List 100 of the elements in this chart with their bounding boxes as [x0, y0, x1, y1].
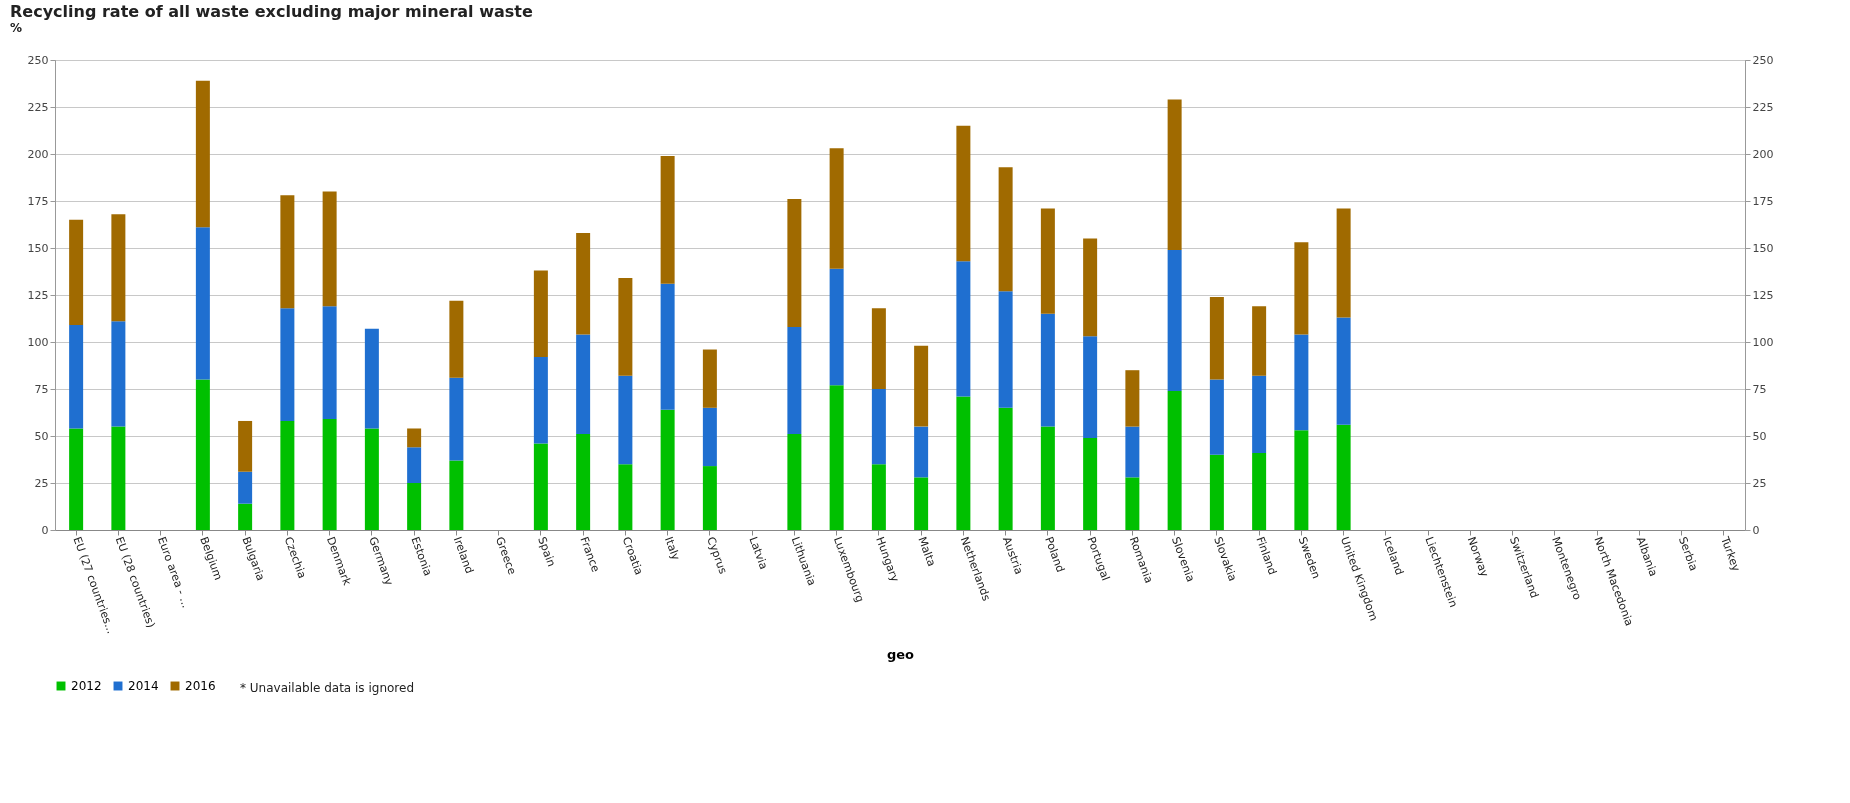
y2-tick-label: 125 — [1752, 288, 1774, 302]
bar — [238, 503, 253, 530]
bar — [238, 420, 253, 472]
bar — [702, 349, 717, 408]
x-tick-label: Austria — [999, 535, 1026, 577]
bar — [1167, 99, 1182, 250]
bar — [1083, 336, 1098, 438]
bar — [407, 428, 422, 448]
y-tick-label: 75 — [34, 382, 49, 396]
y-tick-label: 150 — [27, 241, 49, 255]
y2-tick-label: 175 — [1752, 194, 1774, 208]
bar — [1252, 452, 1267, 530]
bar — [871, 464, 886, 530]
bar — [195, 227, 210, 380]
bar — [1125, 426, 1140, 478]
x-tick-label: Latvia — [746, 535, 771, 572]
bar — [533, 443, 548, 530]
legend-label: 2014 — [128, 679, 159, 693]
bar — [449, 377, 464, 461]
bar — [364, 428, 379, 530]
bar — [998, 167, 1013, 292]
y-tick-label: 0 — [41, 523, 49, 537]
bar — [69, 325, 84, 429]
bar — [111, 214, 126, 322]
bar — [111, 321, 126, 427]
bar — [1083, 437, 1098, 530]
bar — [1209, 379, 1224, 455]
bar — [364, 328, 379, 429]
legend-label: 2012 — [71, 679, 102, 693]
bar — [787, 326, 802, 435]
bar — [956, 261, 971, 397]
bar — [1125, 370, 1140, 427]
bar — [322, 306, 337, 420]
x-tick-label: Croatia — [619, 535, 646, 577]
bar — [280, 420, 295, 530]
y2-tick-label: 250 — [1752, 53, 1774, 67]
y2-tick-label: 200 — [1752, 147, 1774, 161]
bar — [280, 195, 295, 309]
bar — [576, 334, 591, 435]
bar — [702, 466, 717, 530]
bar — [1294, 430, 1309, 530]
bar — [576, 434, 591, 530]
bar — [533, 357, 548, 444]
bar — [407, 483, 422, 530]
y-axis-title: % — [10, 21, 23, 35]
y-tick-label: 200 — [27, 147, 49, 161]
y-tick-label: 50 — [34, 429, 49, 443]
y-tick-label: 250 — [27, 53, 49, 67]
bar — [618, 278, 633, 376]
bar — [998, 407, 1013, 530]
bar — [69, 428, 84, 530]
bar — [449, 460, 464, 530]
y2-tick-label: 25 — [1752, 476, 1767, 490]
bar — [407, 447, 422, 483]
bar — [702, 407, 717, 467]
bar — [1336, 317, 1351, 425]
legend-label: 2016 — [185, 679, 216, 693]
bar — [280, 308, 295, 421]
text: * Unavailable data is ignored — [240, 681, 414, 695]
bar — [1083, 238, 1098, 337]
x-tick-label: Spain — [535, 535, 558, 569]
bar — [195, 379, 210, 530]
bar — [1209, 454, 1224, 530]
bar — [69, 219, 84, 326]
y-tick-label: 125 — [27, 288, 49, 302]
y2-tick-label: 100 — [1752, 335, 1774, 349]
bar — [914, 426, 929, 478]
y-tick-label: 100 — [27, 335, 49, 349]
bar — [1294, 242, 1309, 335]
bar — [618, 464, 633, 530]
x-tick-label: Euro area - ... — [154, 535, 193, 610]
bar — [1252, 375, 1267, 453]
y2-tick-label: 150 — [1752, 241, 1774, 255]
bar — [871, 389, 886, 465]
bar — [322, 191, 337, 307]
x-tick-label: Malta — [915, 535, 939, 569]
bar — [1125, 477, 1140, 530]
bar — [322, 419, 337, 530]
bar — [829, 268, 844, 386]
x-tick-label: Serbia — [1675, 535, 1701, 573]
bar — [660, 409, 675, 530]
y2-tick-label: 75 — [1752, 382, 1767, 396]
x-tick-label: France — [577, 535, 603, 575]
y-tick-label: 225 — [27, 100, 49, 114]
bar — [1040, 208, 1055, 314]
bar — [1040, 313, 1055, 427]
bar — [956, 396, 971, 530]
bar — [449, 300, 464, 378]
bar — [1040, 426, 1055, 530]
bar — [787, 199, 802, 327]
bar — [195, 80, 210, 228]
bar — [618, 375, 633, 465]
x-axis-title: geo — [886, 646, 915, 662]
y2-tick-label: 225 — [1752, 100, 1774, 114]
x-tick-label: Italy — [661, 535, 683, 563]
x-tick-label: Turkey — [1717, 534, 1743, 574]
bar — [111, 426, 126, 530]
bar — [871, 308, 886, 389]
bar — [238, 471, 253, 504]
x-tick-label: Cyprus — [704, 535, 730, 576]
